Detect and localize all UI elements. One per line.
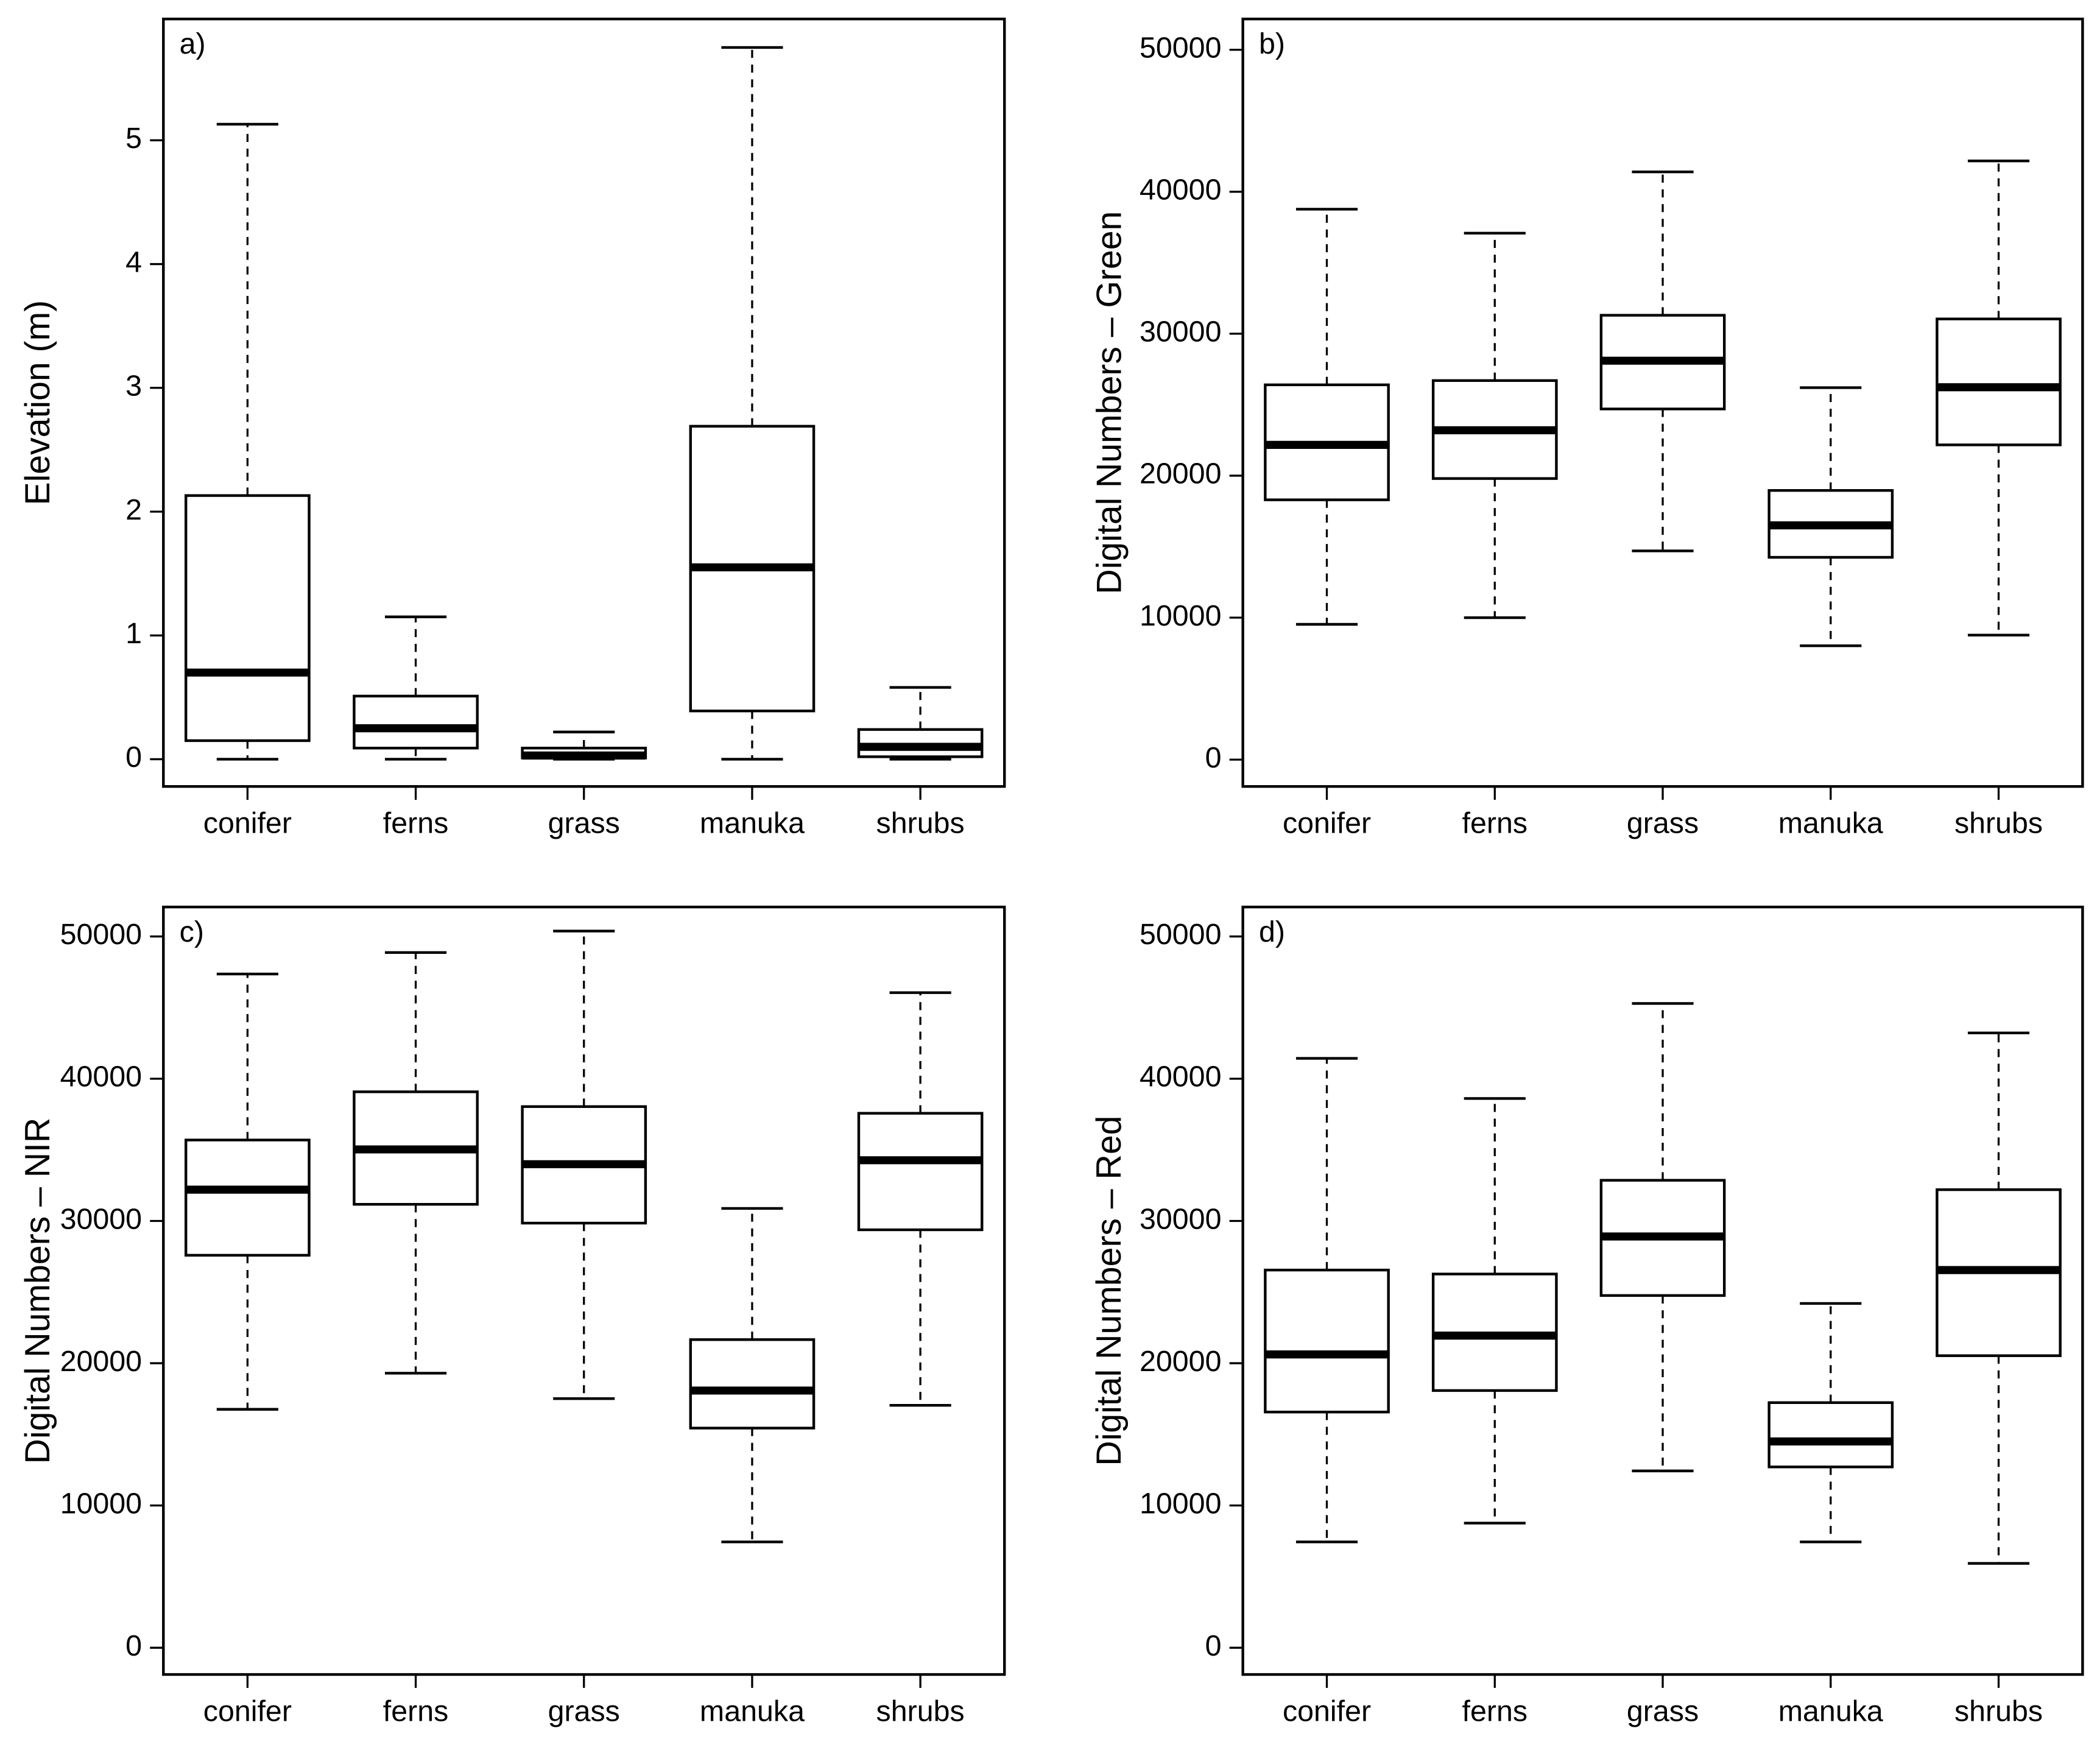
- y-tick-label: 0: [125, 1629, 142, 1662]
- y-tick-label: 3: [125, 370, 142, 403]
- x-tick-label: conifer: [203, 807, 292, 840]
- y-tick-label: 20000: [1140, 1345, 1221, 1378]
- x-tick-label: manuka: [1778, 1695, 1883, 1728]
- x-tick-label: manuka: [1778, 807, 1883, 840]
- y-tick-label: 30000: [1140, 1202, 1221, 1235]
- panel-label: a): [180, 27, 206, 60]
- box: [689, 1338, 816, 1430]
- x-tick-label: shrubs: [876, 1695, 965, 1728]
- y-tick-label: 0: [125, 741, 142, 774]
- box: [1767, 1401, 1894, 1469]
- x-tick-label: ferns: [383, 807, 449, 840]
- y-tick-label: 50000: [60, 918, 142, 951]
- y-axis-label: Digital Numbers – NIR: [18, 1118, 57, 1464]
- box: [857, 1112, 984, 1232]
- y-tick-label: 0: [1205, 1629, 1222, 1662]
- y-tick-label: 50000: [1140, 918, 1221, 951]
- y-tick-label: 30000: [60, 1202, 142, 1235]
- x-tick-label: ferns: [1462, 807, 1528, 840]
- x-tick-label: manuka: [700, 807, 805, 840]
- y-tick-label: 20000: [60, 1345, 142, 1378]
- y-tick-label: 20000: [1140, 457, 1221, 490]
- box: [1936, 317, 2062, 446]
- x-tick-label: shrubs: [1954, 807, 2043, 840]
- x-tick-label: grass: [548, 1695, 620, 1728]
- y-tick-label: 2: [125, 493, 142, 526]
- box: [1264, 1268, 1390, 1414]
- panel-label: c): [180, 915, 204, 948]
- panel-label: b): [1259, 27, 1285, 60]
- y-tick-label: 5: [125, 122, 142, 155]
- x-tick-label: manuka: [700, 1695, 805, 1728]
- x-tick-label: conifer: [1283, 1695, 1371, 1728]
- y-tick-label: 10000: [1140, 599, 1221, 632]
- y-tick-label: 40000: [1140, 1060, 1221, 1093]
- y-axis-label: Digital Numbers – Green: [1090, 211, 1129, 594]
- box: [353, 694, 479, 750]
- y-tick-label: 0: [1205, 741, 1222, 774]
- y-tick-label: 30000: [1140, 316, 1221, 348]
- y-axis-label: Digital Numbers – Red: [1090, 1116, 1129, 1466]
- x-tick-label: ferns: [1462, 1695, 1528, 1728]
- y-axis-label: Elevation (m): [18, 300, 57, 506]
- panel-label: d): [1259, 915, 1285, 948]
- y-tick-label: 4: [125, 245, 142, 278]
- box: [185, 494, 311, 743]
- y-tick-label: 10000: [1140, 1487, 1221, 1520]
- y-tick-label: 40000: [60, 1060, 142, 1093]
- x-tick-label: shrubs: [876, 807, 965, 840]
- x-tick-label: shrubs: [1954, 1695, 2043, 1728]
- y-tick-label: 1: [125, 617, 142, 650]
- y-tick-label: 10000: [60, 1487, 142, 1520]
- x-tick-label: conifer: [1283, 807, 1371, 840]
- x-tick-label: ferns: [383, 1695, 449, 1728]
- box: [185, 1138, 311, 1257]
- x-tick-label: conifer: [203, 1695, 292, 1728]
- plot-frame: [162, 905, 1006, 1676]
- x-tick-label: grass: [548, 807, 620, 840]
- y-tick-label: 50000: [1140, 32, 1221, 65]
- x-tick-label: grass: [1627, 807, 1699, 840]
- y-tick-label: 40000: [1140, 174, 1221, 206]
- x-tick-label: grass: [1627, 1695, 1699, 1728]
